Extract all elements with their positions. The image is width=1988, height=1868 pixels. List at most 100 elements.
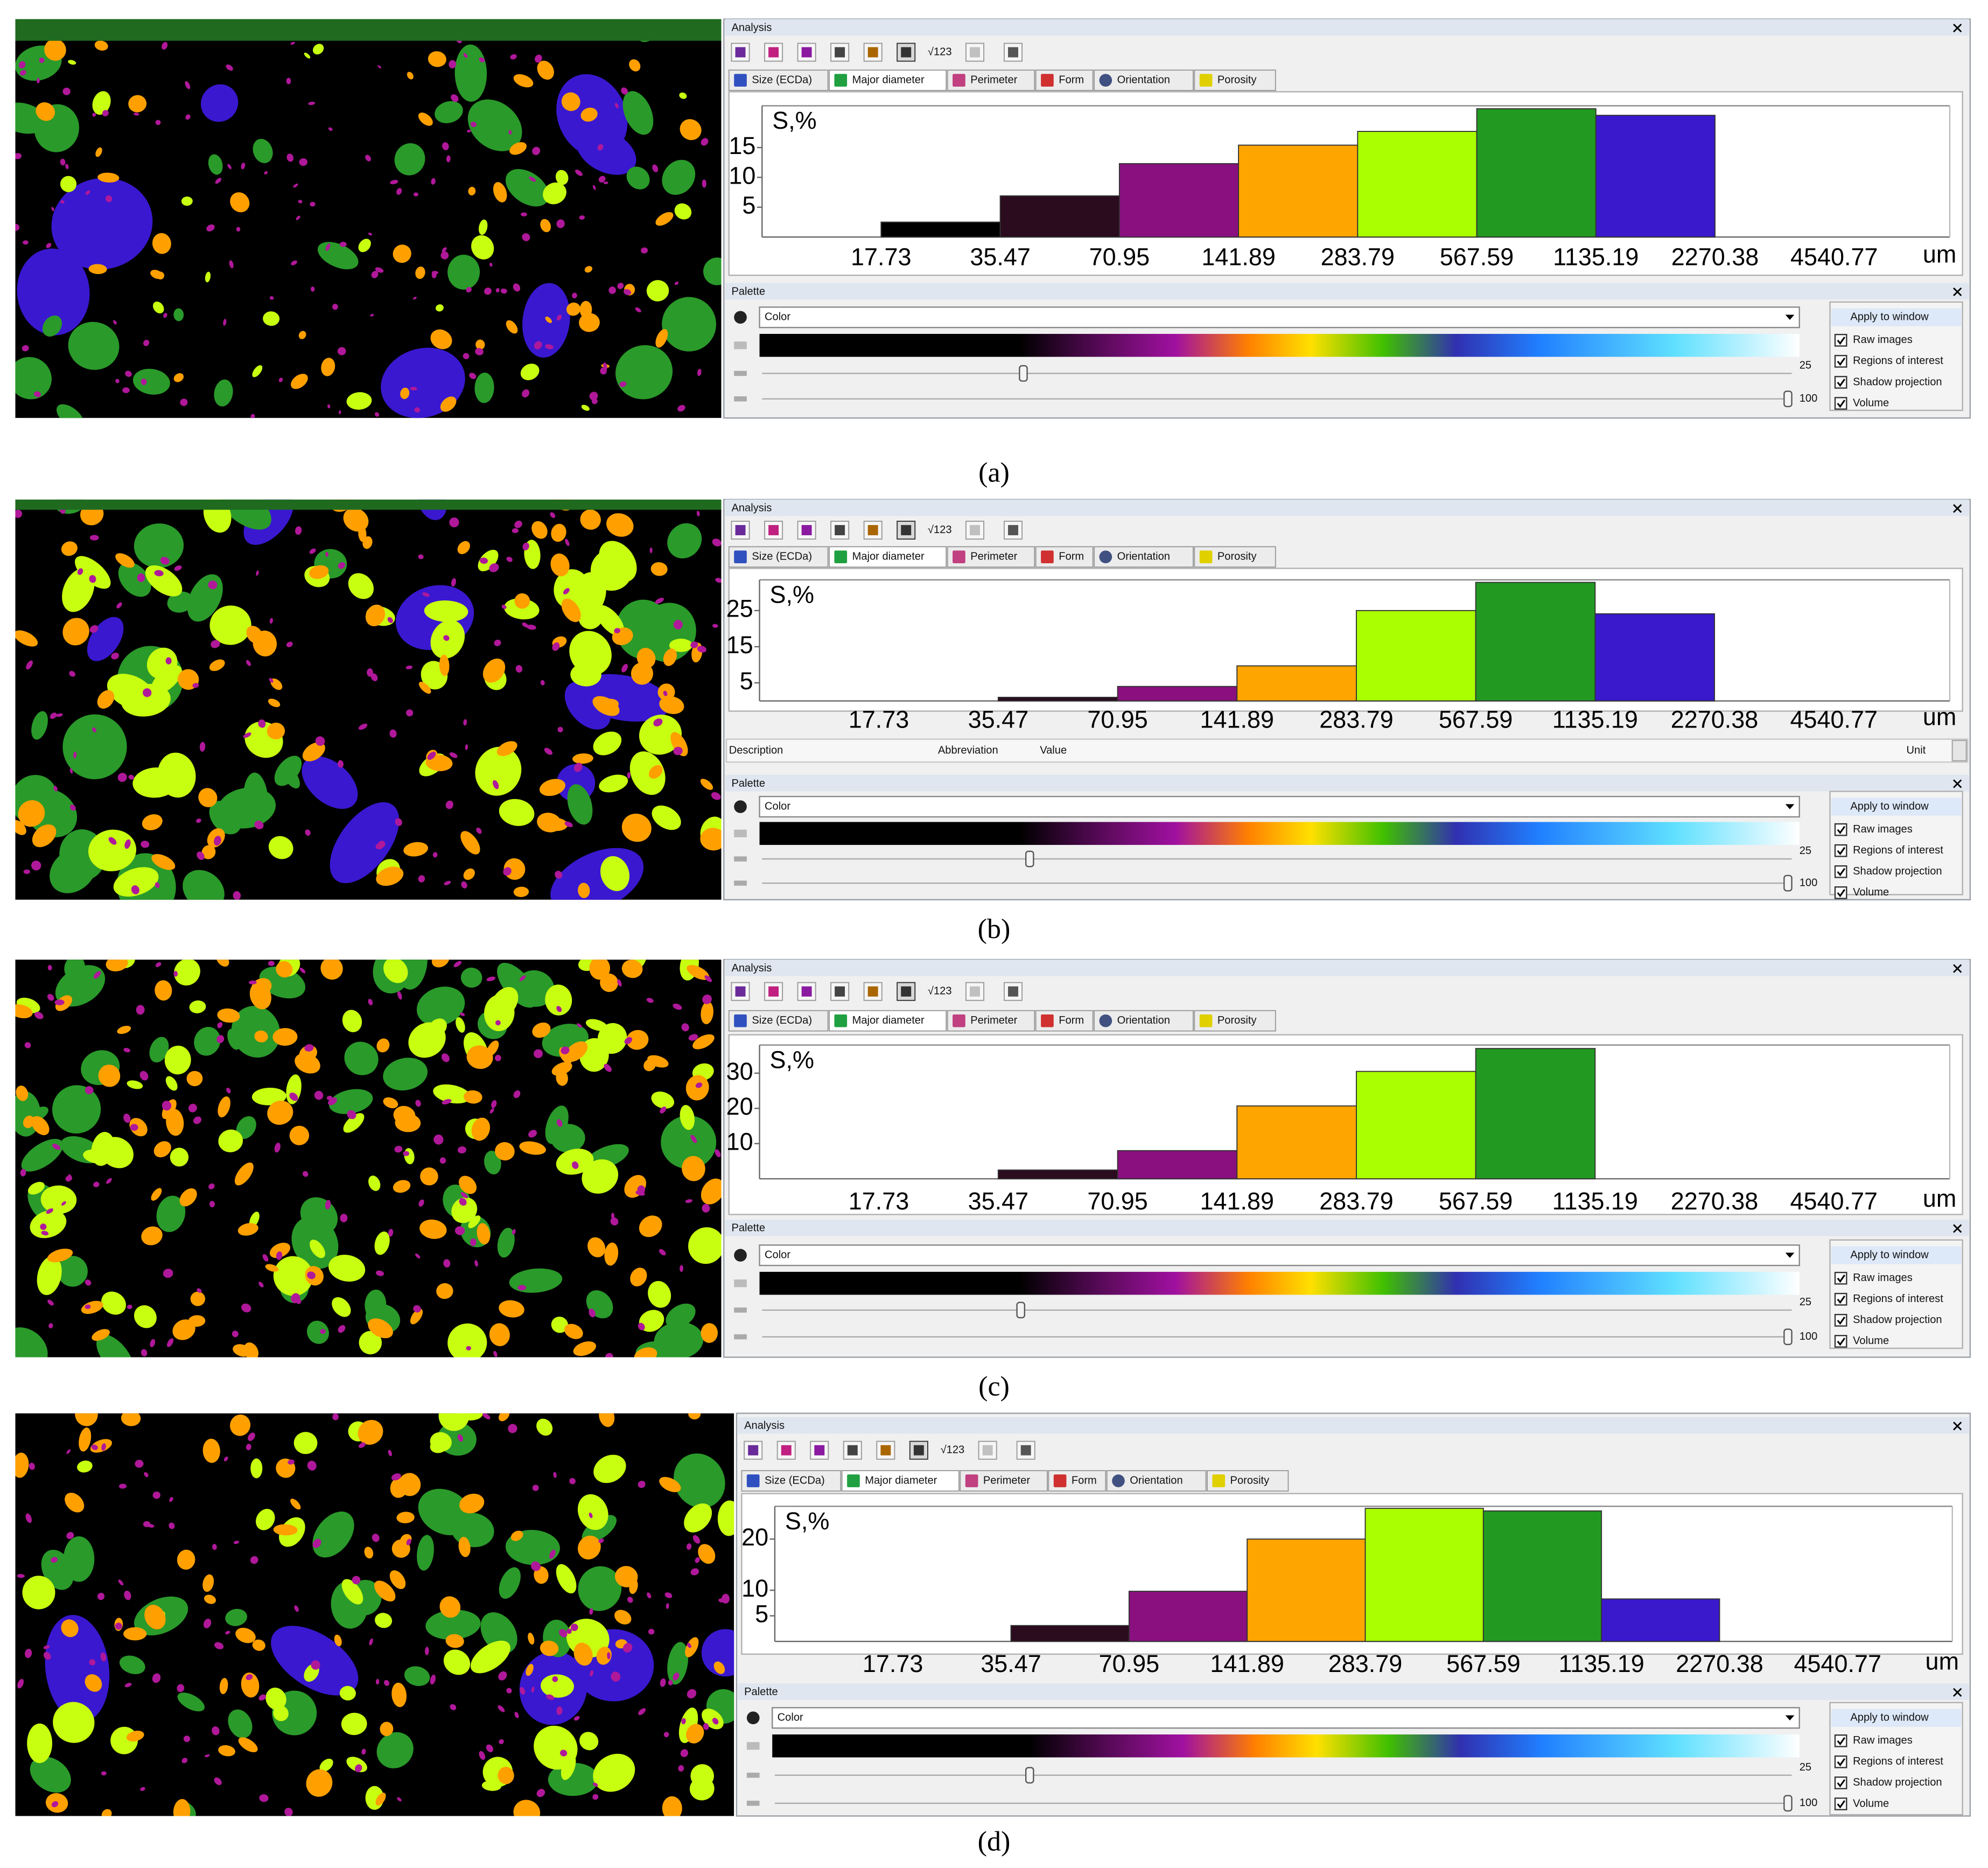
slider-thumb[interactable] bbox=[1783, 390, 1793, 408]
checkbox[interactable] bbox=[1834, 334, 1847, 347]
particle bbox=[532, 1022, 551, 1038]
checkbox[interactable] bbox=[1834, 1313, 1847, 1327]
apply-header bbox=[1831, 308, 1962, 326]
y-tick-label: 25 bbox=[726, 595, 753, 622]
slider-thumb[interactable] bbox=[1783, 1795, 1793, 1812]
checkbox[interactable] bbox=[1834, 355, 1847, 368]
particle bbox=[468, 1215, 481, 1228]
particle bbox=[212, 1726, 220, 1736]
bar bbox=[1595, 115, 1716, 238]
tab[interactable] bbox=[829, 69, 947, 91]
particle bbox=[246, 626, 263, 644]
particle bbox=[65, 164, 69, 170]
particle bbox=[464, 1090, 482, 1104]
particle bbox=[61, 541, 78, 556]
particle bbox=[85, 1279, 92, 1286]
particle bbox=[174, 960, 200, 986]
toolbar-icon bbox=[835, 986, 845, 997]
particle bbox=[400, 387, 410, 400]
analysis-title: Analysis bbox=[731, 22, 772, 33]
combobox[interactable] bbox=[759, 795, 1800, 818]
slider-thumb[interactable] bbox=[1025, 850, 1034, 867]
particle bbox=[466, 130, 471, 132]
particle bbox=[391, 1473, 401, 1481]
tab[interactable] bbox=[1094, 1010, 1194, 1032]
particle bbox=[151, 1188, 162, 1201]
particle bbox=[91, 1444, 98, 1450]
particle bbox=[186, 1071, 203, 1087]
tab[interactable] bbox=[829, 1010, 947, 1032]
particle bbox=[234, 1162, 254, 1186]
particle bbox=[711, 792, 721, 800]
checkmark bbox=[1837, 1779, 1846, 1788]
particle bbox=[309, 1240, 325, 1258]
tab[interactable] bbox=[728, 546, 829, 568]
toolbar-button[interactable] bbox=[830, 982, 850, 1001]
checkbox[interactable] bbox=[1834, 886, 1847, 899]
particle bbox=[627, 1597, 633, 1603]
particle bbox=[713, 1661, 725, 1674]
particle bbox=[470, 122, 477, 127]
combobox[interactable] bbox=[759, 1244, 1800, 1267]
checkbox[interactable] bbox=[1834, 376, 1847, 389]
x-tick-label: 2270.38 bbox=[1671, 1187, 1759, 1215]
tab[interactable] bbox=[829, 546, 947, 568]
particle bbox=[454, 44, 487, 102]
particle bbox=[24, 1042, 31, 1048]
checkbox[interactable] bbox=[1834, 1292, 1847, 1306]
particle bbox=[177, 1684, 185, 1692]
particle bbox=[460, 1192, 468, 1199]
particle bbox=[339, 1685, 356, 1701]
particle bbox=[563, 588, 570, 594]
checkbox[interactable] bbox=[1834, 1335, 1847, 1348]
particle bbox=[460, 831, 480, 855]
slider-thumb[interactable] bbox=[1783, 1328, 1793, 1345]
particle bbox=[48, 1323, 53, 1328]
tab[interactable] bbox=[841, 1470, 960, 1492]
particle bbox=[680, 1105, 695, 1130]
particle bbox=[371, 271, 379, 278]
checkbox[interactable] bbox=[1834, 1734, 1847, 1747]
tab-icon bbox=[1041, 550, 1054, 564]
checkbox[interactable] bbox=[1834, 1271, 1847, 1285]
checkbox[interactable] bbox=[1834, 1776, 1847, 1789]
slider-thumb[interactable] bbox=[1025, 1767, 1034, 1784]
checkbox[interactable] bbox=[1834, 1755, 1847, 1768]
slider-icon bbox=[734, 1334, 747, 1340]
particle bbox=[141, 379, 147, 386]
particle bbox=[95, 147, 102, 157]
combobox[interactable] bbox=[772, 1707, 1800, 1729]
particle bbox=[427, 751, 436, 760]
checkbox[interactable] bbox=[1834, 865, 1847, 878]
checkbox[interactable] bbox=[1834, 844, 1847, 857]
checkbox[interactable] bbox=[1834, 823, 1847, 836]
slider-thumb[interactable] bbox=[1783, 874, 1793, 892]
tab-label: Orientation bbox=[1130, 1474, 1182, 1486]
tab-label: Size (ECDa) bbox=[752, 74, 812, 86]
checkbox-label: Shadow projection bbox=[1853, 1776, 1942, 1788]
particle bbox=[338, 1325, 346, 1333]
particle bbox=[37, 78, 40, 83]
slider-thumb[interactable] bbox=[1019, 365, 1028, 382]
particle bbox=[100, 1652, 107, 1662]
tab-label: Porosity bbox=[1217, 1015, 1257, 1026]
apply-title: Apply to window bbox=[1850, 1249, 1929, 1261]
particle bbox=[600, 856, 630, 891]
particle bbox=[615, 103, 619, 109]
tab[interactable] bbox=[1094, 69, 1194, 91]
particle bbox=[214, 836, 221, 846]
slider-thumb[interactable] bbox=[1016, 1302, 1025, 1319]
tab[interactable] bbox=[728, 1010, 829, 1032]
particle bbox=[404, 1666, 430, 1687]
particle bbox=[459, 1176, 477, 1194]
combobox[interactable] bbox=[759, 306, 1800, 328]
checkbox[interactable] bbox=[1834, 1797, 1847, 1810]
particle bbox=[491, 1100, 497, 1108]
particle bbox=[118, 1579, 124, 1586]
tab-label: Orientation bbox=[1117, 74, 1170, 86]
checkbox[interactable] bbox=[1834, 397, 1847, 410]
particle bbox=[418, 682, 431, 694]
checkbox-label: Regions of interest bbox=[1853, 1293, 1943, 1305]
particle bbox=[269, 296, 274, 300]
toolbar-icon bbox=[814, 1445, 825, 1456]
